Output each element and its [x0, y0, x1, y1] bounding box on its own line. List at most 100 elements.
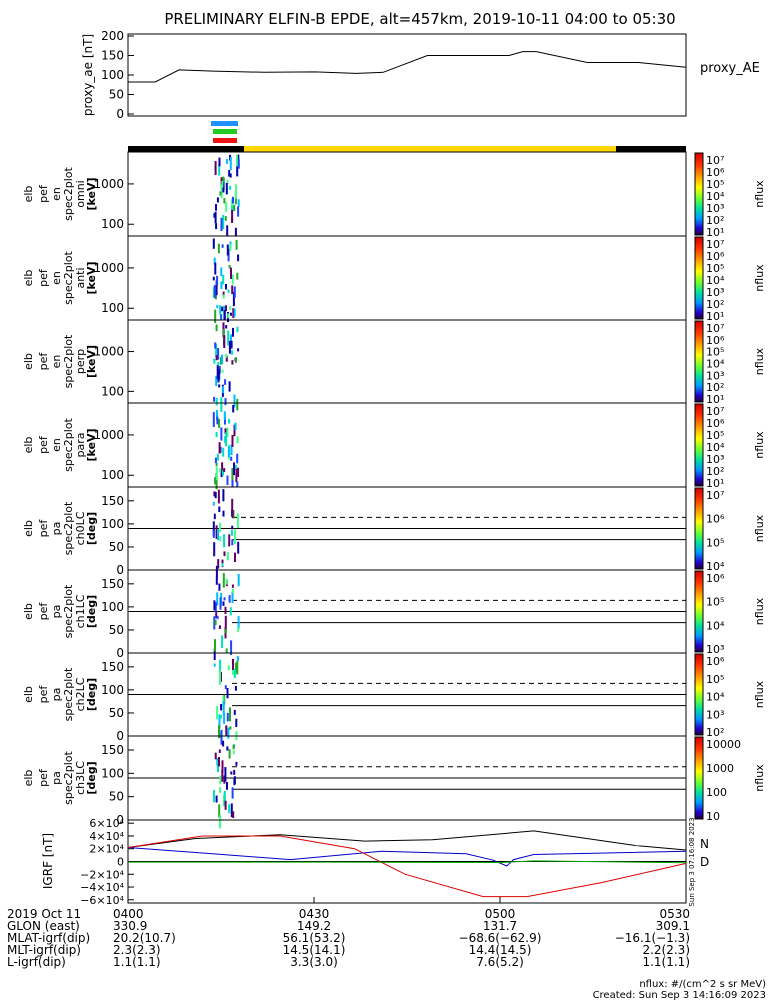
spectrogram-streak-ch0LC: [231, 498, 234, 512]
spectrogram-streak-ch0LC: [222, 510, 225, 517]
colorbar-tick-omni: 10⁴: [706, 190, 725, 203]
ylabel-anti-0: elb: [22, 270, 35, 287]
spectrogram-streak-para: [215, 432, 218, 438]
colorbar-ch0LC: [694, 487, 704, 570]
spectrogram-streak-anti: [233, 308, 236, 317]
ytick-label-ch2LC: 150: [101, 660, 124, 674]
colorbar-label-omni: nflux: [753, 180, 766, 208]
spectrogram-streak-anti: [214, 291, 217, 300]
spectrogram-streak-ch1LC: [218, 583, 221, 591]
colorbar-tick-anti: 10²: [706, 298, 724, 311]
spectrogram-streak-omni: [215, 223, 218, 230]
spectrogram-streak-para: [234, 422, 237, 431]
spectrogram-streak-perp: [235, 357, 237, 363]
ylabel-ch2LC-4: ch2LC: [74, 677, 87, 711]
spectrogram-streak-para: [228, 418, 231, 424]
colorbar-anti: [694, 236, 704, 320]
spectrogram-streak-ch1LC: [218, 625, 221, 629]
spectrogram-streak-anti: [236, 272, 239, 280]
xaxis-row-value: 1.1(1.1): [113, 955, 161, 969]
spectrogram-streak-ch2LC: [224, 685, 227, 690]
colorbar-ch3LC: [694, 736, 704, 820]
spectrogram-streak-ch2LC: [227, 665, 230, 671]
spectrogram-streak-ch2LC: [236, 660, 239, 675]
colorbar-tick-perp: 10³: [706, 369, 724, 382]
spectrogram-streak-omni: [220, 217, 223, 231]
spectrogram-streak-anti: [217, 243, 220, 254]
status-bar-red: [213, 138, 237, 143]
spectrogram-streak-ch0LC: [219, 536, 222, 542]
spectrogram-streak-ch2LC: [235, 718, 238, 727]
spectrogram-streak-omni: [226, 225, 229, 237]
xaxis-row-value: 3.3(3.0): [290, 955, 338, 969]
ylabel-omni-4: omni: [74, 180, 87, 207]
spectrogram-streak-ch1LC: [228, 595, 231, 603]
spectrogram-streak-omni: [223, 198, 226, 204]
spectrogram-streak-para: [218, 442, 221, 454]
spectrogram-streak-ch1LC: [214, 602, 217, 612]
spectrogram-streak-omni: [225, 202, 228, 213]
proxy-ae-ytick-label: 100: [101, 68, 124, 82]
spectrogram-streak-anti: [212, 276, 215, 281]
spectrogram-streak-ch0LC: [236, 513, 239, 528]
spectrogram-streak-ch0LC: [212, 502, 215, 506]
xaxis-row-label: MLT-igrf(dip): [7, 943, 81, 957]
ylabel-para-5: [keV]: [85, 428, 98, 461]
ylabel-ch3LC-3: spec2plot: [62, 751, 75, 805]
spectrogram-streak-perp: [227, 330, 230, 346]
spectrogram-streak-para: [216, 416, 219, 425]
spectrogram-streak-ch0LC: [226, 552, 229, 561]
ytick-label-ch2LC: 100: [101, 683, 124, 697]
spectrogram-streak-para: [236, 436, 239, 444]
colorbar-tick-ch0LC: 10⁵: [706, 536, 724, 549]
spectrogram-streak-ch2LC: [220, 729, 223, 745]
xaxis-row-value: 149.2: [297, 919, 331, 933]
ylabel-para-2: en: [50, 438, 63, 452]
spectrogram-streak-ch3LC: [218, 749, 221, 753]
proxy-ae-legend: proxy_AE: [700, 61, 760, 76]
colorbar-tick-anti: 10⁵: [706, 262, 724, 275]
spectrogram-streak-anti: [233, 286, 236, 298]
spectrogram-streak-omni: [222, 177, 225, 190]
ylabel-anti-4: anti: [74, 267, 87, 288]
spectrogram-streak-para: [234, 464, 237, 469]
spectrogram-streak-ch3LC: [218, 757, 220, 767]
panel-frame-omni: [127, 151, 687, 237]
ytick-label-ch1LC: 150: [101, 577, 124, 591]
spectrogram-streak-para: [226, 427, 229, 438]
spectrogram-streak-perp: [231, 360, 234, 365]
colorbar-tick-omni: 10⁶: [706, 166, 725, 179]
spectrogram-streak-omni: [235, 154, 238, 167]
spectrogram-streak-anti: [221, 244, 224, 248]
spectrogram-streak-perp: [221, 369, 224, 373]
spectrogram-streak-omni: [214, 161, 217, 175]
spectrogram-streak-ch3LC: [230, 803, 233, 818]
colorbar-tick-ch2LC: 10⁴: [706, 691, 725, 704]
spectrogram-streak-perp: [215, 343, 218, 358]
ylabel-ch3LC-2: pa: [50, 771, 63, 785]
spectrogram-streak-ch1LC: [216, 615, 219, 620]
spectrogram-streak-para: [214, 457, 217, 464]
spectrogram-streak-ch2LC: [213, 663, 216, 667]
colorbar-ch1LC: [694, 570, 704, 653]
ylabel-omni-1: pef: [37, 184, 50, 203]
spectrogram-streak-anti: [212, 238, 215, 249]
spectrogram-streak-anti: [227, 289, 230, 294]
spectrogram-streak-perp: [213, 358, 216, 364]
spectrogram-streak-ch0LC: [214, 491, 217, 499]
colorbar-tick-para: 10⁷: [706, 405, 724, 418]
spectrogram-streak-ch0LC: [230, 530, 233, 536]
ylabel-perp-5: [keV]: [85, 345, 98, 378]
colorbar-tick-anti: 10⁷: [706, 238, 724, 251]
spectrogram-streak-ch2LC: [218, 714, 221, 729]
spectrogram-streak-ch2LC: [218, 725, 220, 739]
spectrogram-streak-perp: [215, 324, 218, 332]
spectrogram-streak-omni: [231, 210, 234, 223]
spectrogram-streak-ch2LC: [234, 685, 237, 691]
ylabel-anti-2: en: [50, 271, 63, 285]
spectrogram-streak-ch2LC: [236, 656, 239, 662]
igrf-ytick-label: −4×10⁴: [80, 881, 124, 894]
spectrogram-streak-anti: [219, 305, 222, 315]
spectrogram-streak-para: [232, 405, 235, 413]
xaxis-row-value: 56.1(53.2): [283, 931, 346, 945]
